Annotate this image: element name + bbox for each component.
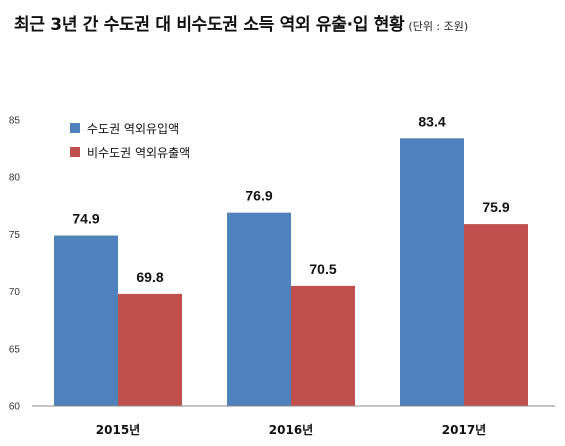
bar-2-0 <box>400 138 464 406</box>
x-tick-label: 2017년 <box>442 423 486 437</box>
chart-title: 최근 3년 간 수도권 대 비수도권 소득 역외 유출·입 현황 (단위 : 조원… <box>14 10 468 35</box>
chart-unit-label: (단위 : 조원) <box>408 20 469 33</box>
legend-label: 수도권 역외유입액 <box>87 122 179 136</box>
bar-1-0 <box>227 212 291 406</box>
legend-swatch <box>70 147 80 157</box>
y-tick-label: 60 <box>9 402 21 413</box>
data-label: 75.9 <box>482 199 509 215</box>
data-label: 70.5 <box>309 261 336 277</box>
legend-label: 비수도권 역외유출액 <box>87 146 190 160</box>
x-tick-label: 2015년 <box>96 423 140 437</box>
x-axis: 2015년 2016년 2017년 <box>96 423 486 437</box>
bar-0-1 <box>118 293 182 406</box>
bars <box>54 138 528 406</box>
data-label: 83.4 <box>418 113 445 129</box>
y-axis: 60 65 70 75 80 85 <box>9 116 21 413</box>
x-tick-label: 2016년 <box>269 423 313 437</box>
bar-0-0 <box>54 235 118 406</box>
data-label: 74.9 <box>72 211 99 227</box>
y-tick-label: 70 <box>9 287 21 298</box>
data-label: 76.9 <box>245 188 272 204</box>
bar-1-1 <box>291 285 355 406</box>
data-labels: 74.9 69.8 76.9 70.5 83.4 75.9 <box>72 113 509 285</box>
y-tick-label: 80 <box>9 173 21 184</box>
chart-title-main: 최근 3년 간 수도권 대 비수도권 소득 역외 유출·입 현황 <box>14 15 405 35</box>
data-label: 69.8 <box>136 269 163 285</box>
y-tick-label: 75 <box>9 230 21 241</box>
y-tick-label: 65 <box>9 344 21 355</box>
bar-2-1 <box>464 224 528 406</box>
legend-swatch <box>70 123 80 133</box>
y-tick-label: 85 <box>9 116 21 127</box>
